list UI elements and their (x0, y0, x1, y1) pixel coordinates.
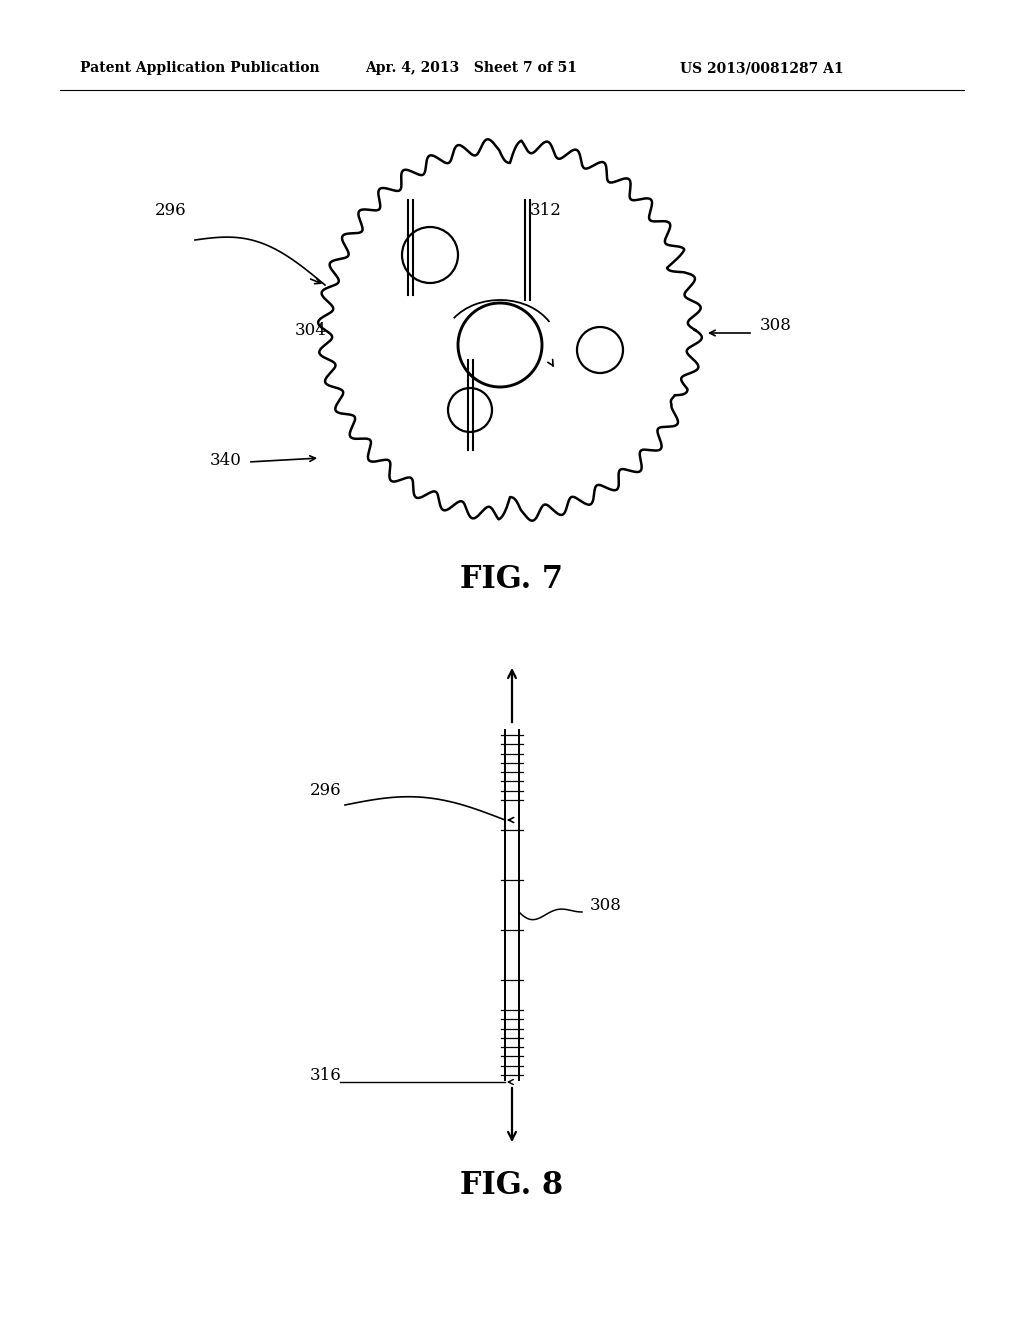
Text: 296: 296 (155, 202, 186, 219)
Text: 308: 308 (760, 317, 792, 334)
Text: 308: 308 (590, 898, 622, 913)
Text: Patent Application Publication: Patent Application Publication (80, 61, 319, 75)
Text: Apr. 4, 2013   Sheet 7 of 51: Apr. 4, 2013 Sheet 7 of 51 (365, 61, 577, 75)
Text: FIG. 7: FIG. 7 (461, 565, 563, 595)
Text: FIG. 8: FIG. 8 (461, 1170, 563, 1200)
Text: 296: 296 (310, 781, 342, 799)
Text: US 2013/0081287 A1: US 2013/0081287 A1 (680, 61, 844, 75)
Text: 312: 312 (530, 202, 562, 219)
Text: 304: 304 (295, 322, 327, 339)
Text: 340: 340 (210, 451, 242, 469)
Text: 316: 316 (310, 1067, 342, 1084)
